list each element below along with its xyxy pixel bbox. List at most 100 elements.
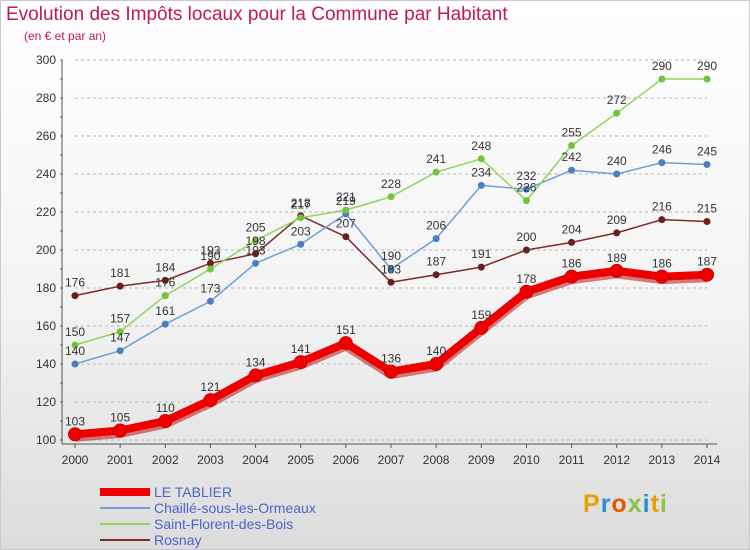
data-label: 191 <box>471 247 491 261</box>
x-tick-label: 2002 <box>152 453 179 467</box>
line-chart: 100 120 140 160 180 200 220 240 260 280 300 2000 200… <box>36 53 721 467</box>
data-label: 110 <box>156 401 175 415</box>
data-label: 219 <box>336 194 356 208</box>
data-point <box>293 355 308 370</box>
legend-item: Chaillé-sous-les-Ormeaux <box>100 500 400 516</box>
y-tick-label: 260 <box>36 129 56 143</box>
y-tick-label: 140 <box>36 357 56 371</box>
data-label: 193 <box>246 243 266 257</box>
y-tick-label: 220 <box>36 205 56 219</box>
data-label: 228 <box>381 177 401 191</box>
data-point <box>613 170 621 178</box>
data-point <box>71 341 79 349</box>
data-label: 157 <box>110 312 130 326</box>
data-label: 176 <box>155 276 175 290</box>
x-tick-label: 2003 <box>197 453 224 467</box>
data-label: 198 <box>246 234 266 248</box>
data-point <box>297 214 305 222</box>
data-label: 181 <box>110 266 130 280</box>
data-point <box>384 364 398 379</box>
data-label: 218 <box>291 196 311 210</box>
y-tick-label: 160 <box>36 319 56 333</box>
data-point <box>71 292 79 300</box>
y-tick-label: 240 <box>36 167 56 181</box>
y-tick-label: 280 <box>36 91 56 105</box>
data-point <box>658 216 666 224</box>
x-tick-label: 2004 <box>242 453 269 467</box>
x-tick-label: 2008 <box>423 453 450 467</box>
data-label: 217 <box>291 198 311 212</box>
data-label: 203 <box>291 224 311 238</box>
data-label: 205 <box>246 221 266 235</box>
data-label: 187 <box>426 255 446 269</box>
data-label: 215 <box>697 202 717 216</box>
data-point <box>338 336 353 351</box>
data-point <box>703 161 711 168</box>
data-point <box>158 414 173 428</box>
data-point <box>161 292 169 300</box>
data-point <box>387 265 395 273</box>
data-label: 204 <box>562 222 582 236</box>
data-point <box>477 155 485 163</box>
data-label: 290 <box>697 59 717 73</box>
data-point <box>297 240 305 248</box>
x-tick-label: 2000 <box>62 453 89 467</box>
x-tick-label: 2014 <box>694 453 721 467</box>
data-label: 206 <box>426 219 446 233</box>
data-label: 232 <box>516 169 536 183</box>
data-point <box>519 284 534 299</box>
legend-swatch <box>100 523 150 525</box>
data-label: 272 <box>607 93 627 107</box>
data-point <box>432 235 440 243</box>
x-tick-label: 2006 <box>333 453 360 467</box>
data-point <box>568 142 576 149</box>
data-label: 234 <box>471 165 491 179</box>
data-label: 193 <box>200 243 220 257</box>
legend-swatch <box>100 488 150 496</box>
data-point <box>248 368 263 383</box>
data-label: 184 <box>155 260 175 274</box>
data-label: 255 <box>562 126 582 140</box>
x-tick-label: 2011 <box>559 453 585 467</box>
data-point <box>116 282 124 290</box>
data-label: 173 <box>200 281 220 295</box>
chart-subtitle: (en € et par an) <box>24 29 107 43</box>
data-label: 140 <box>426 344 446 358</box>
x-tick-label: 2007 <box>378 453 405 467</box>
y-tick-label: 120 <box>36 395 56 409</box>
data-point <box>700 267 714 282</box>
data-point <box>477 181 485 189</box>
logo-letter: t <box>650 490 660 518</box>
data-point <box>474 320 489 335</box>
legend-item: Rosnay <box>100 532 400 548</box>
y-tick-label: 100 <box>36 433 56 447</box>
data-label: 241 <box>426 152 446 166</box>
data-point <box>568 238 576 246</box>
data-point <box>161 276 169 284</box>
logo-letter: x <box>627 490 643 518</box>
data-label: 200 <box>516 230 536 244</box>
data-point <box>613 109 621 117</box>
data-point <box>252 259 260 267</box>
x-tick-label: 2012 <box>603 453 630 467</box>
data-label: 242 <box>562 150 582 164</box>
legend-label: Saint-Florent-des-Bois <box>154 516 294 532</box>
data-label: 190 <box>381 249 401 263</box>
data-label: 134 <box>246 355 266 369</box>
x-tick-label: 2010 <box>513 453 540 467</box>
x-tick-label: 2005 <box>287 453 314 467</box>
data-point <box>387 278 395 286</box>
data-point <box>116 328 124 336</box>
data-label: 178 <box>516 272 536 286</box>
data-label: 159 <box>471 308 491 322</box>
data-point <box>429 357 444 371</box>
data-label: 150 <box>65 325 85 339</box>
legend-swatch <box>100 507 150 509</box>
data-point <box>432 168 440 176</box>
legend-label: Chaillé-sous-les-Ormeaux <box>154 500 316 516</box>
x-tick-label: 2001 <box>107 453 134 467</box>
data-label: 183 <box>381 262 401 276</box>
data-label: 147 <box>110 331 130 345</box>
data-label: 141 <box>291 342 311 356</box>
data-point <box>564 269 579 284</box>
